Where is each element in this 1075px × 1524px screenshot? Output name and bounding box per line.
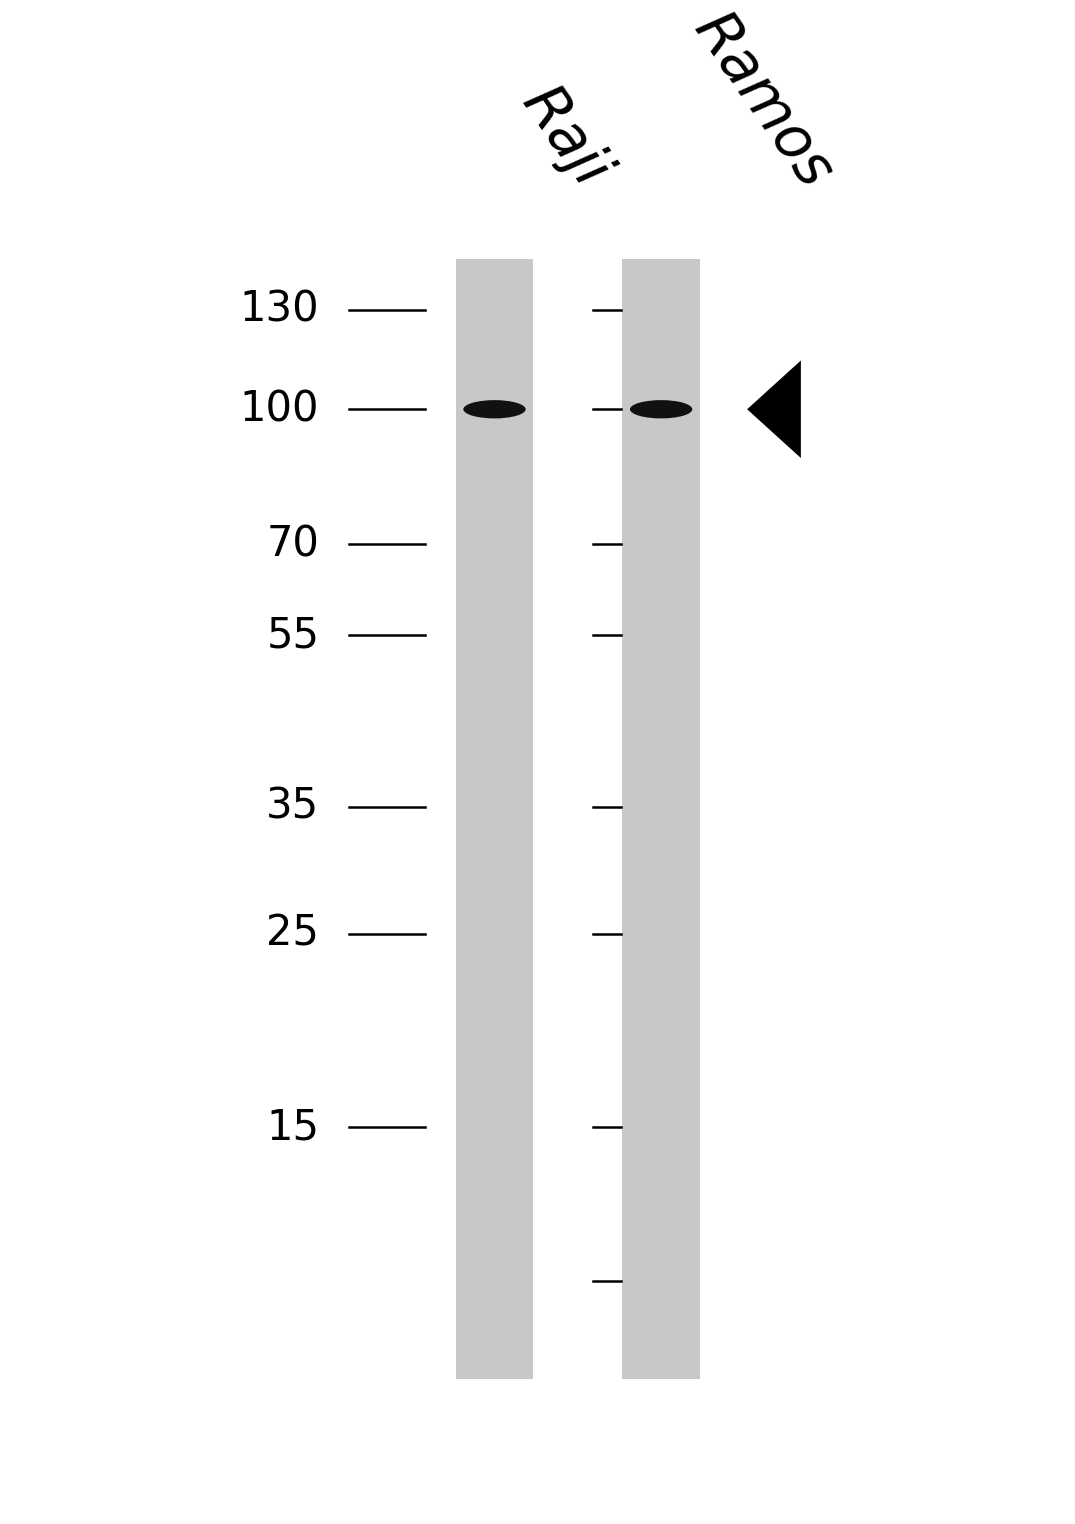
Ellipse shape bbox=[630, 401, 692, 419]
Ellipse shape bbox=[463, 401, 526, 419]
Text: 15: 15 bbox=[267, 1106, 319, 1148]
Text: 55: 55 bbox=[267, 614, 319, 657]
Text: 130: 130 bbox=[240, 290, 319, 331]
Polygon shape bbox=[747, 361, 801, 459]
Text: Raji: Raji bbox=[511, 76, 619, 198]
Bar bbox=[456, 259, 533, 1379]
Text: 25: 25 bbox=[267, 913, 319, 956]
Text: 35: 35 bbox=[267, 785, 319, 828]
Text: Ramos: Ramos bbox=[683, 2, 844, 198]
Bar bbox=[622, 259, 700, 1379]
Text: 70: 70 bbox=[267, 523, 319, 565]
Text: 100: 100 bbox=[240, 389, 319, 430]
